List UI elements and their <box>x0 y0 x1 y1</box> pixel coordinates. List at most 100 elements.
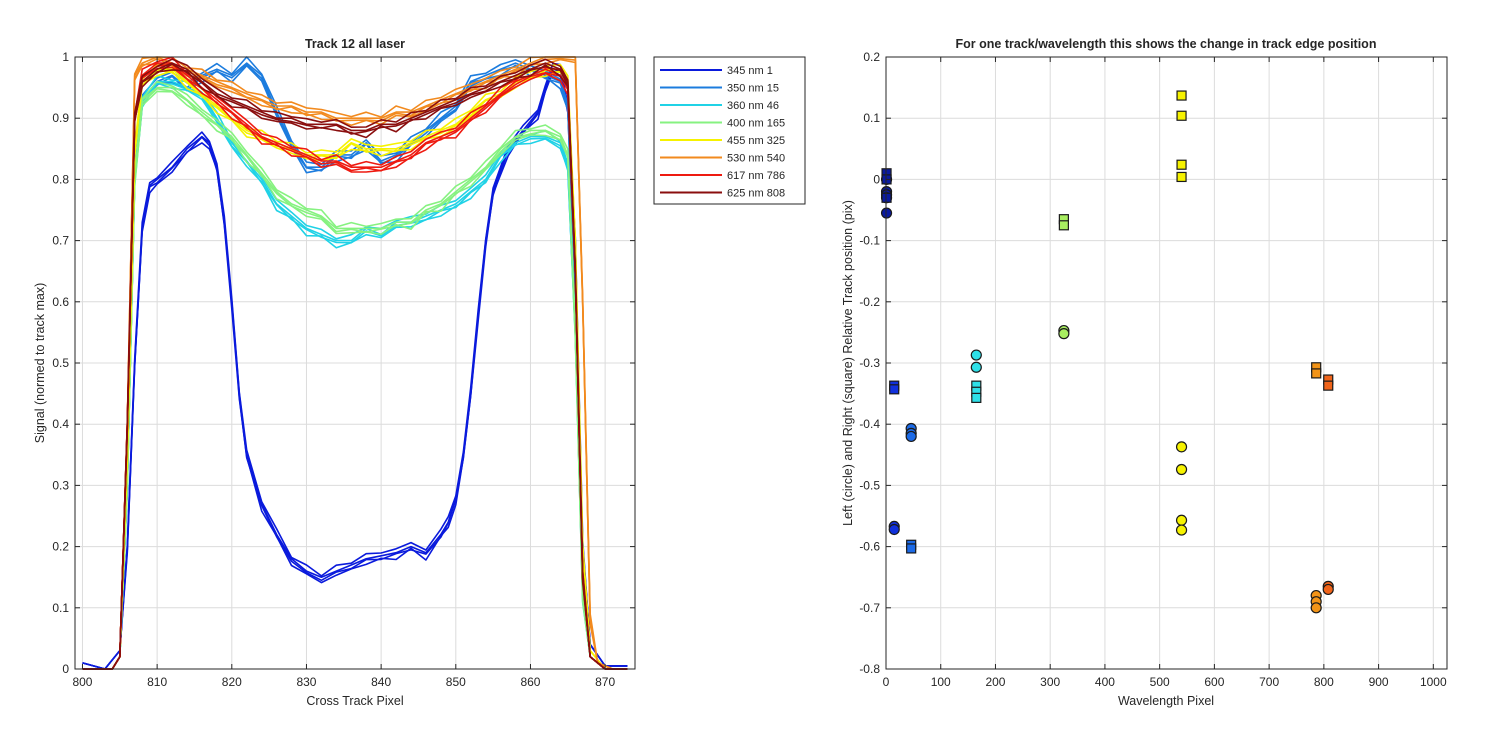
circle-point <box>1058 328 1070 340</box>
x-tick-label: 810 <box>147 675 167 689</box>
left-y-axis-label: Signal (normed to track max) <box>33 283 47 443</box>
square-point <box>906 543 917 554</box>
left-x-axis-label: Cross Track Pixel <box>306 694 403 708</box>
square-point <box>1176 159 1187 170</box>
series-line-3 <box>82 86 628 670</box>
y-tick-label: -0.7 <box>859 601 880 615</box>
x-tick-label: 700 <box>1259 675 1279 689</box>
circle-point <box>1175 524 1188 536</box>
square-point <box>1176 171 1187 183</box>
y-tick-label: 0.2 <box>863 50 880 64</box>
x-tick-label: 0 <box>883 675 890 689</box>
y-tick-label: -0.3 <box>859 356 880 370</box>
x-tick-label: 830 <box>296 675 316 689</box>
x-tick-label: 500 <box>1150 675 1170 689</box>
series-line-7 <box>82 62 628 670</box>
right-chart-title: For one track/wavelength this shows the … <box>956 37 1377 51</box>
y-tick-label: 0.1 <box>52 601 69 615</box>
square-point <box>881 192 892 203</box>
series-line-0 <box>82 69 628 670</box>
square-point <box>971 392 982 403</box>
y-tick-label: 0.1 <box>863 111 880 125</box>
x-tick-label: 870 <box>595 675 615 689</box>
left-y-ticks: 0 0.1 0.2 0.3 0.4 0.5 0.6 0.7 0.8 0.9 1 <box>52 50 635 676</box>
x-tick-label: 860 <box>520 675 540 689</box>
x-tick-label: 1000 <box>1420 675 1447 689</box>
left-chart-title: Track 12 all laser <box>305 37 405 51</box>
x-tick-label: 600 <box>1204 675 1224 689</box>
y-tick-label: 0.3 <box>52 478 69 492</box>
square-point <box>1176 110 1187 121</box>
legend-label: 360 nm 46 <box>727 100 779 112</box>
legend-label: 400 nm 165 <box>727 118 785 130</box>
square-point <box>1176 90 1187 101</box>
y-tick-label: 0.8 <box>52 172 69 186</box>
square-point <box>1311 368 1322 379</box>
legend: 345 nm 1 350 nm 15 360 nm 46 400 nm 165 455 … <box>653 56 806 205</box>
x-tick-label: 800 <box>1314 675 1334 689</box>
x-tick-label: 800 <box>72 675 92 689</box>
circle-point <box>1310 602 1322 614</box>
right-y-axis-label: Left (circle) and Right (square) Relativ… <box>841 200 855 526</box>
right-x-ticks: 0 100 200 300 400 500 600 700 800 900 1000 <box>883 57 1447 689</box>
series-line-6 <box>82 63 628 670</box>
circle-point <box>880 207 893 219</box>
circle-point <box>1175 514 1188 526</box>
legend-box <box>653 56 806 205</box>
y-tick-label: -0.8 <box>859 662 880 676</box>
y-tick-label: -0.6 <box>859 540 880 554</box>
legend-label: 617 nm 786 <box>727 170 785 182</box>
legend-items: 345 nm 1 350 nm 15 360 nm 46 400 nm 165 455 … <box>660 65 785 200</box>
y-tick-label: -0.4 <box>859 417 880 431</box>
x-tick-label: 840 <box>371 675 391 689</box>
circle-point <box>905 430 917 443</box>
series-line-0 <box>82 62 628 670</box>
right-scatter-chart: 0 100 200 300 400 500 600 700 800 900 1000 -0.8-0.… <box>841 37 1448 708</box>
legend-label: 625 nm 808 <box>727 188 785 200</box>
right-y-ticks: -0.8 -0.7 -0.6 -0.5 -0.4 -0.3 -0.2 -0.1 0 0.1 0.2 <box>859 50 1447 676</box>
circle-point <box>970 349 982 361</box>
series-line-4 <box>82 69 628 670</box>
square-point <box>1323 380 1334 391</box>
right-x-axis-label: Wavelength Pixel <box>1118 694 1214 708</box>
y-tick-label: 0 <box>873 172 880 186</box>
y-tick-label: 0.5 <box>52 356 69 370</box>
x-tick-label: 300 <box>1040 675 1060 689</box>
legend-label: 345 nm 1 <box>727 65 773 77</box>
series-line-2 <box>82 82 628 670</box>
y-tick-label: 0.6 <box>52 295 69 309</box>
circle-point <box>1175 441 1188 453</box>
series-line-3 <box>82 90 628 670</box>
series-line-2 <box>82 80 628 670</box>
square-point <box>889 384 900 395</box>
legend-label: 350 nm 15 <box>727 83 779 95</box>
x-tick-label: 900 <box>1369 675 1389 689</box>
circle-point <box>1175 463 1188 476</box>
series-line-3 <box>82 80 628 670</box>
y-tick-label: -0.2 <box>859 295 880 309</box>
series-line-7 <box>82 64 628 670</box>
series-line-7 <box>82 63 628 670</box>
y-tick-label: 0.9 <box>52 111 69 125</box>
legend-label: 530 nm 540 <box>727 153 785 165</box>
circle-point <box>888 523 900 536</box>
y-tick-label: -0.1 <box>859 234 880 248</box>
y-tick-label: 0 <box>62 662 69 676</box>
circle-point <box>970 361 982 373</box>
left-series-lines <box>82 56 628 670</box>
circle-point <box>1322 583 1334 596</box>
left-x-ticks: 800 810 820 830 840 850 860 870 <box>72 57 615 689</box>
series-line-3 <box>82 87 628 670</box>
right-scatter-marks <box>880 90 1334 614</box>
x-tick-label: 820 <box>222 675 242 689</box>
y-tick-label: 0.2 <box>52 540 69 554</box>
legend-label: 455 nm 325 <box>727 135 785 147</box>
x-tick-label: 400 <box>1095 675 1115 689</box>
x-tick-label: 100 <box>931 675 951 689</box>
square-point <box>1058 220 1069 231</box>
x-tick-label: 200 <box>985 675 1005 689</box>
y-tick-label: 0.4 <box>52 417 69 431</box>
y-tick-label: -0.5 <box>859 478 880 492</box>
left-line-chart: 800 810 820 830 840 850 860 870 0 0.1 0.2 0.3 0.4 0.… <box>33 37 806 708</box>
